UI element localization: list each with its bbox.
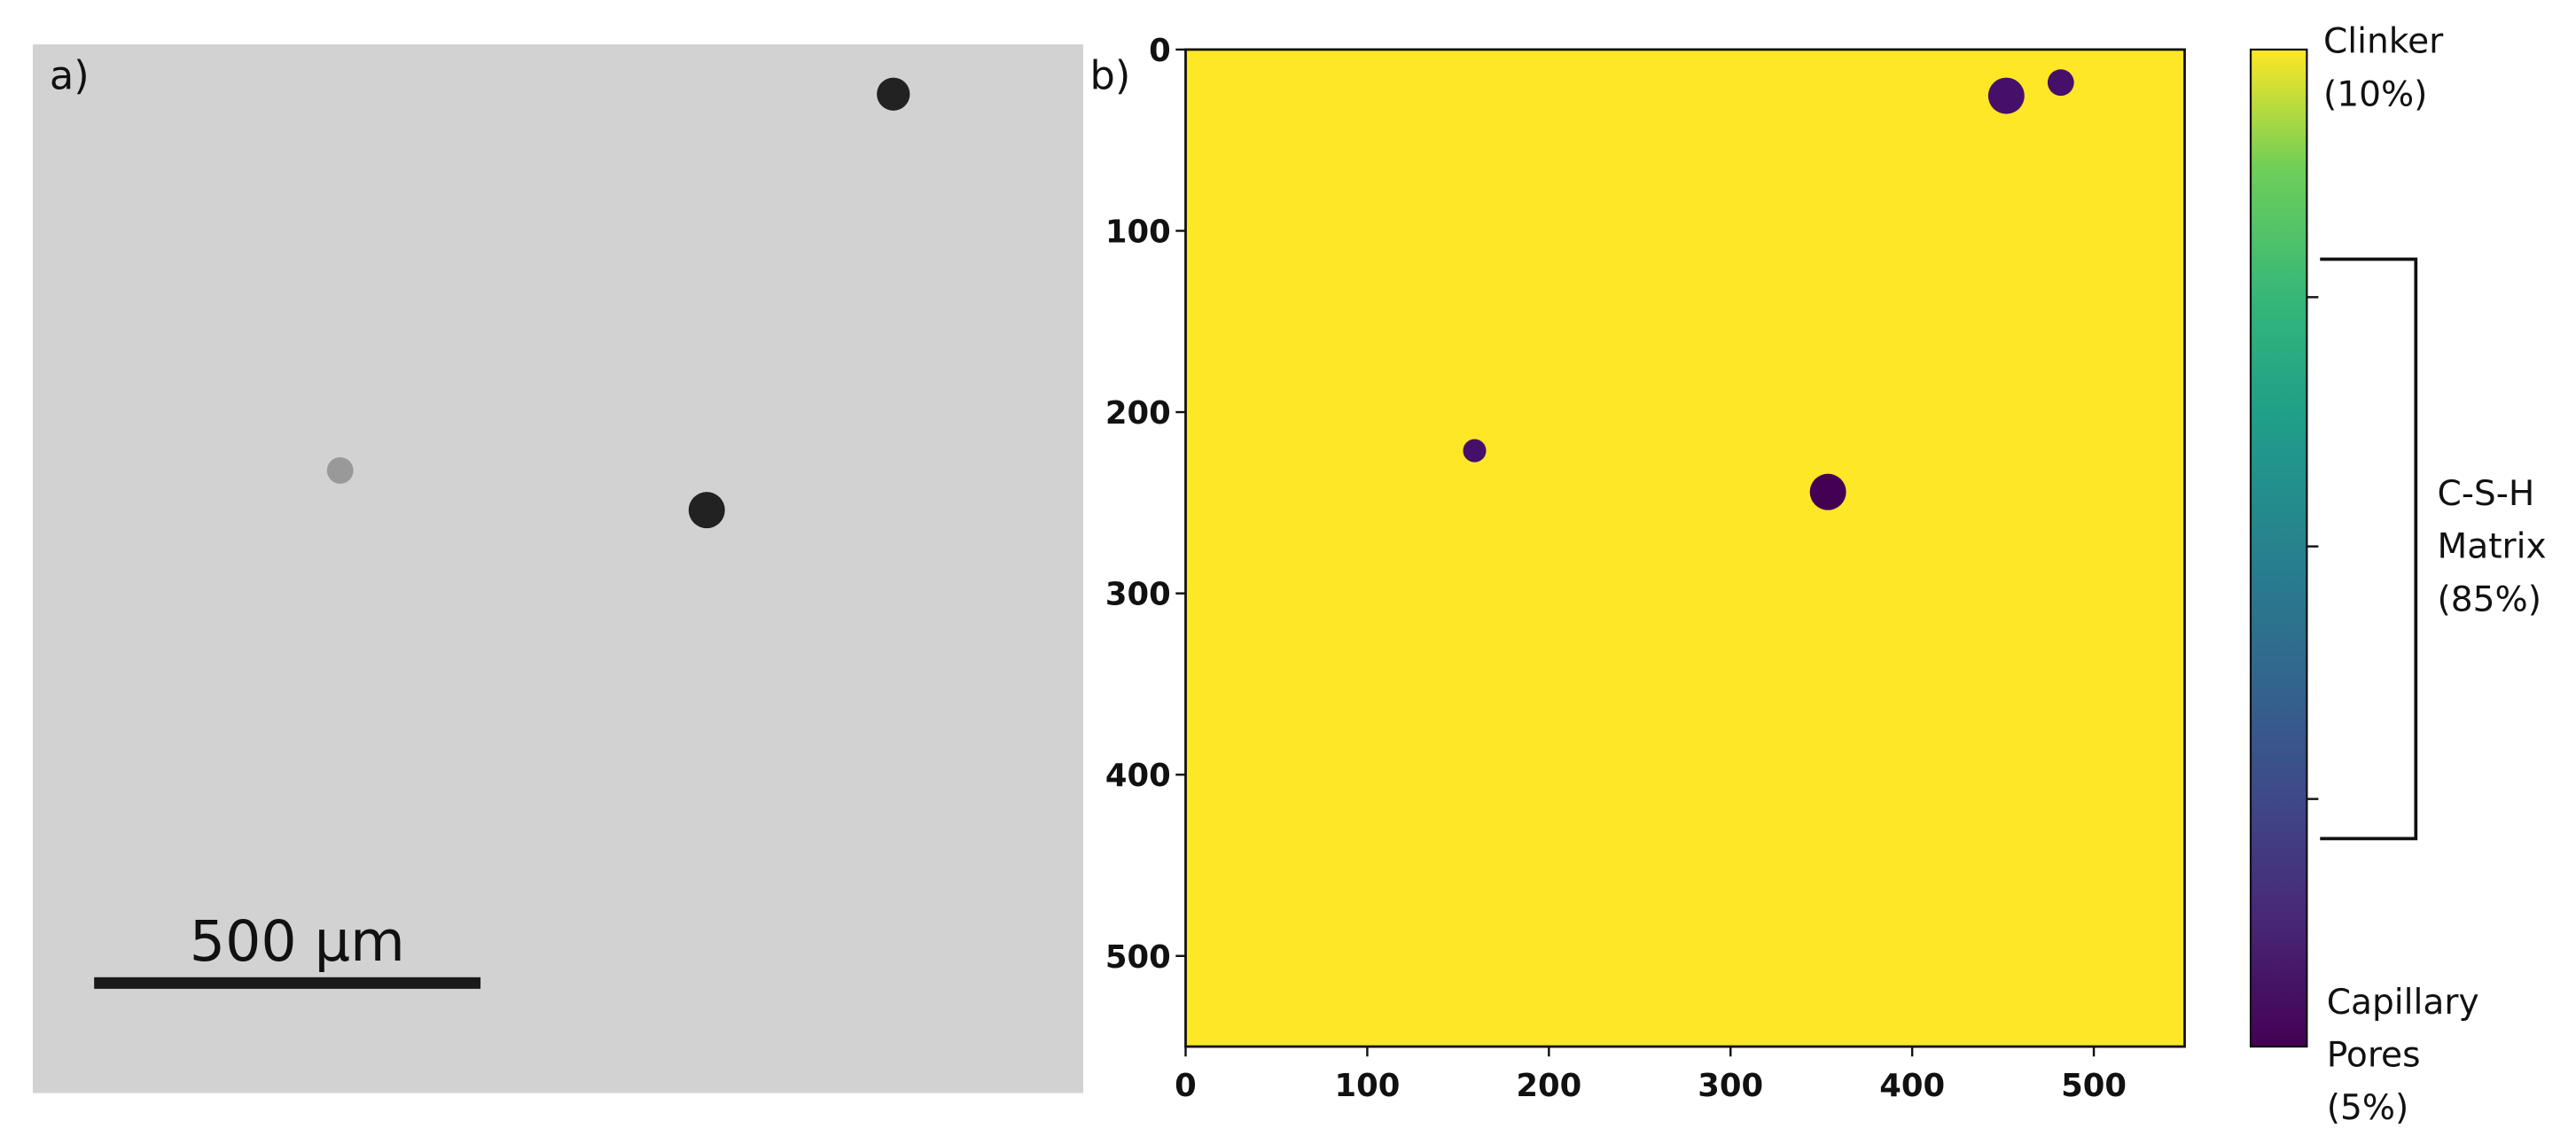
- panel-label: a): [50, 53, 90, 99]
- sem-image: [33, 44, 1084, 1093]
- y-tick-label: 500: [1105, 939, 1171, 976]
- panel-label: b): [1089, 53, 1130, 99]
- x-tick-label: 200: [1516, 1068, 1581, 1104]
- scale-bar-label: 500 μm: [190, 908, 405, 974]
- x-tick-label: 300: [1698, 1068, 1763, 1104]
- matrix-label: C-S-H Matrix (85%): [2438, 474, 2547, 619]
- clinker-label: Clinker (10%): [2323, 22, 2444, 115]
- x-tick-label: 500: [2061, 1068, 2127, 1104]
- y-tick-label: 400: [1105, 758, 1171, 794]
- colorbar: [2249, 48, 2308, 1048]
- axes-frame: [1184, 48, 2186, 1048]
- x-tick-label: 400: [1879, 1068, 1945, 1104]
- segmented-map: [1185, 49, 2185, 1047]
- x-tick-label: 100: [1334, 1068, 1400, 1104]
- pores-label: Capillary Pores (5%): [2327, 983, 2479, 1128]
- y-tick-label: 200: [1105, 395, 1171, 432]
- x-tick-label: 0: [1175, 1068, 1197, 1104]
- colorbar-ticks: [2307, 296, 2319, 800]
- y-tick-label: 0: [1149, 33, 1171, 69]
- bracket: [2320, 257, 2418, 841]
- scale-bar: [94, 977, 481, 989]
- y-tick-label: 300: [1105, 577, 1171, 613]
- y-tick-label: 100: [1105, 214, 1171, 251]
